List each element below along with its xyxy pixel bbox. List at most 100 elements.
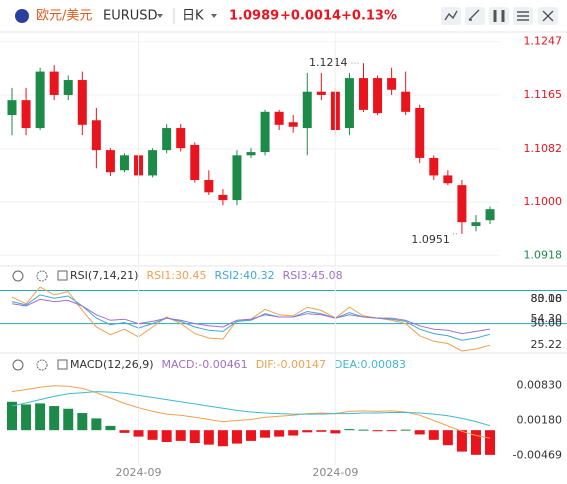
eye-icon[interactable]	[12, 270, 24, 282]
candle-body	[274, 111, 284, 125]
candle-body	[232, 155, 242, 201]
change: +0.0014	[280, 9, 341, 24]
histogram-bar	[344, 429, 355, 431]
histogram-bar	[386, 430, 397, 432]
close-icon[interactable]	[542, 10, 554, 22]
line-tool-icon[interactable]	[444, 10, 458, 21]
header: 欧元/美元 EURUSD 日K 1.0989 +0.0014 +0.13%	[15, 7, 558, 25]
price: 1.0989	[229, 9, 279, 24]
indicator-line	[11, 298, 491, 335]
candle-body	[471, 222, 481, 227]
histogram-bar	[302, 430, 313, 433]
candle-body	[344, 78, 354, 129]
settings-box[interactable]	[57, 270, 68, 281]
candle-body	[260, 111, 270, 153]
histogram-bar	[7, 401, 17, 431]
settings-icon[interactable]	[517, 11, 529, 21]
symbol[interactable]: EURUSD	[103, 9, 158, 24]
y-tick-label: 0.00830	[517, 379, 563, 392]
rsi-controls	[12, 270, 68, 282]
histogram-bar	[316, 430, 327, 432]
y-tick-label: 25.22	[531, 338, 563, 351]
candle-body	[359, 78, 368, 110]
histogram-bar	[231, 430, 242, 444]
histogram-bar	[161, 430, 172, 442]
flag-icon	[15, 9, 29, 23]
y-tick-label: 83.18	[531, 292, 563, 305]
y-tick-label: 80.00	[531, 292, 563, 305]
candle-body	[63, 80, 73, 95]
candle-body	[7, 100, 17, 116]
indicator-title: MACD(12,26,9)	[70, 358, 154, 371]
candle-body	[162, 128, 172, 151]
tool-button[interactable]	[489, 7, 509, 25]
max-label: 1.1214	[309, 56, 348, 69]
histogram-bar	[485, 430, 496, 455]
candle-body	[316, 91, 326, 95]
y-tick-label: 0.00180	[517, 414, 563, 427]
histogram-bar	[49, 406, 60, 431]
candle-body	[35, 71, 45, 129]
candle-body	[415, 107, 425, 158]
histogram-bar	[175, 430, 186, 441]
y-tick-label: 1.1082	[524, 142, 563, 155]
candle-body	[77, 80, 87, 125]
histogram-bar	[400, 429, 411, 431]
legend-entry: MACD:-0.00461	[162, 358, 248, 371]
histogram-bar	[442, 430, 453, 446]
dropdown-arrow[interactable]	[157, 14, 163, 18]
x-tick-label: 2024-09	[312, 466, 358, 479]
candle-body	[218, 194, 228, 201]
y-tick-label: 50.00	[531, 317, 563, 330]
candle-body	[49, 71, 59, 95]
legend-entry: DEA:0.00083	[334, 358, 406, 371]
candle-body	[457, 185, 467, 223]
dropdown-arrow[interactable]	[211, 14, 217, 18]
histogram-bar	[35, 403, 46, 431]
eye-icon[interactable]	[12, 359, 24, 371]
histogram-bar	[77, 413, 88, 431]
y-tick-label: 1.1000	[524, 195, 563, 208]
candle-body	[176, 128, 186, 149]
candle-body	[21, 100, 31, 129]
y-tick-label: 54.30	[531, 312, 563, 325]
indicator-line	[11, 391, 491, 427]
histogram-bar	[428, 430, 439, 440]
y-tick-label: 1.1247	[524, 35, 563, 48]
histogram-bar	[217, 430, 228, 447]
histogram-bar	[63, 408, 74, 431]
histogram-bar	[91, 418, 102, 431]
histogram-bar	[189, 430, 200, 444]
y-tick-label: -0.00469	[513, 448, 562, 461]
histogram-bar	[21, 404, 32, 431]
legend-entry: RSI2:40.32	[215, 269, 275, 282]
tool-button[interactable]	[465, 7, 485, 25]
histogram-bar	[330, 430, 341, 434]
min-label: 1.0951	[411, 233, 450, 246]
histogram-bar	[260, 430, 271, 438]
settings-box[interactable]	[57, 359, 68, 370]
candle-body	[91, 120, 101, 151]
histogram-bar	[414, 430, 425, 435]
candle-body	[105, 150, 115, 173]
x-tick-label: 2024-09	[116, 466, 162, 479]
histogram-bar	[147, 430, 158, 440]
draw-tool-icon[interactable]	[468, 9, 480, 21]
period[interactable]: 日K	[182, 9, 204, 24]
indicator-line	[11, 294, 491, 341]
y-tick-label: 1.1165	[524, 88, 563, 101]
indicator-icon[interactable]	[493, 10, 505, 22]
histogram-bar	[105, 425, 116, 431]
candle-body	[302, 91, 312, 129]
histogram-bar	[288, 430, 299, 436]
histogram-bar	[246, 430, 257, 441]
candle-body	[387, 78, 397, 90]
gear-icon[interactable]	[36, 359, 48, 371]
gear-icon[interactable]	[36, 270, 48, 282]
legend-entry: RSI1:30.45	[146, 269, 206, 282]
candle-body	[429, 157, 439, 176]
change-percent: +0.13%	[341, 9, 397, 24]
legend-entry: DIF:-0.00147	[256, 358, 326, 371]
